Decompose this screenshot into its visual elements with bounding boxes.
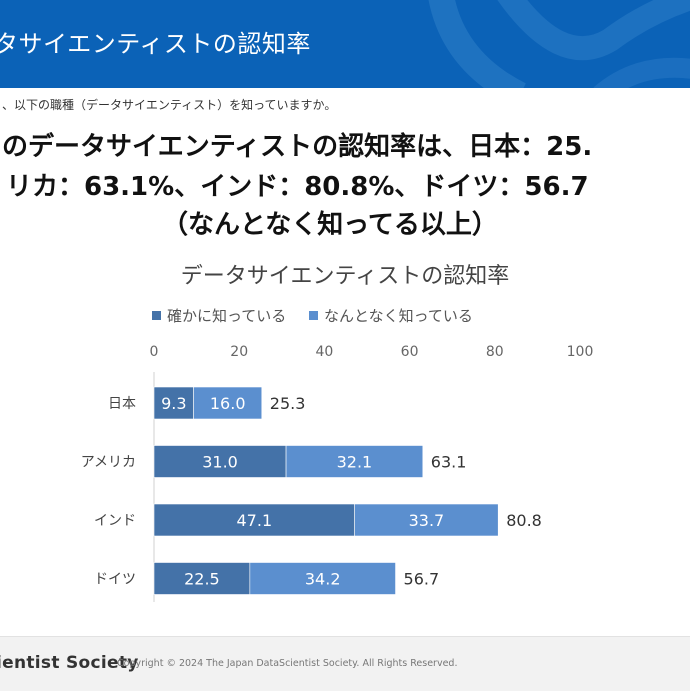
headline-block: のデータサイエンティストの認知率は、日本：25. リカ：63.1%、インド：80… (0, 120, 690, 250)
headline-line-3: （なんとなく知ってる以上） (162, 210, 498, 240)
x-tick-label: 40 (315, 344, 333, 360)
bar-segment (153, 562, 251, 595)
bar-total-label: 56.7 (404, 570, 440, 589)
stacked-bar-chart: 0 20 40 60 80 100 日本 9.3 16.0 25.3 アメリカ 31.0 32.1 63.… (81, 344, 594, 602)
category-label: インド (94, 513, 136, 529)
bar-segment (153, 445, 287, 478)
legend-label-definitely: 確かに知っている (167, 307, 287, 325)
legend-swatch-somewhat (309, 311, 319, 320)
chart-title: データサイエンティストの認知率 (180, 264, 510, 289)
page-title: タサイエンティストの認知率 (0, 30, 311, 58)
x-tick-label: 0 (150, 344, 159, 360)
survey-question: 、以下の職種（データサイエンティスト）を知っていますか。 (2, 98, 337, 112)
bar-data-label: 22.5 (184, 570, 220, 589)
bar-data-label: 47.1 (237, 511, 273, 530)
bar-data-label: 33.7 (409, 511, 445, 530)
bar-total-label: 63.1 (431, 453, 467, 472)
legend-item-somewhat: なんとなく知っている (309, 305, 473, 326)
bar-data-label: 9.3 (161, 394, 186, 413)
bar-segment (193, 386, 263, 420)
bar-segment (354, 503, 499, 537)
x-tick-label: 60 (401, 344, 419, 360)
headline-line-1: のデータサイエンティストの認知率は、日本：25. (2, 132, 593, 162)
category-label: ドイツ (94, 572, 136, 588)
bar-segment (249, 562, 396, 595)
header-banner: タサイエンティストの認知率 (0, 0, 690, 88)
category-label: アメリカ (81, 455, 136, 471)
legend-label-somewhat: なんとなく知っている (324, 307, 473, 325)
header-decoration (428, 0, 690, 88)
bar-data-label: 32.1 (337, 453, 373, 472)
bar-segment (285, 445, 424, 478)
headline-line-2: リカ：63.1%、インド：80.8%、ドイツ：56.7 (6, 172, 589, 202)
footer: ientist Society Copyright © 2024 The Jap… (0, 636, 690, 691)
bar-total-label: 80.8 (506, 511, 542, 530)
bar-data-label: 31.0 (202, 453, 238, 472)
bar-total-label: 25.3 (270, 394, 306, 413)
footer-brand: ientist Society (0, 653, 139, 673)
x-tick-label: 20 (230, 344, 248, 360)
bar-data-label: 16.0 (210, 394, 246, 413)
legend-swatch-definitely (152, 311, 161, 320)
bar-segment (153, 386, 194, 420)
chart-legend: 確かに知っている なんとなく知っている (152, 305, 491, 326)
footer-copyright: Copyright © 2024 The Japan DataScientist… (117, 658, 458, 669)
bar-data-label: 34.2 (305, 570, 341, 589)
x-tick-label: 80 (486, 344, 504, 360)
legend-item-definitely: 確かに知っている (152, 305, 286, 326)
category-label: 日本 (108, 396, 136, 412)
x-tick-label: 100 (567, 344, 594, 360)
